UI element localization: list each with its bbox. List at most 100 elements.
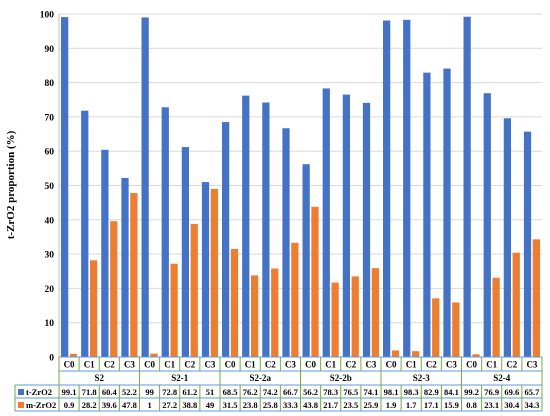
table-value: 76.2 <box>243 387 258 397</box>
category-tick-label: C1 <box>245 360 256 370</box>
table-value: 39.6 <box>102 400 117 410</box>
group-label: S2-2a <box>249 373 271 383</box>
category-tick-label: C2 <box>104 360 115 370</box>
table-value: 17.1 <box>424 400 439 410</box>
table-value: 74.1 <box>364 387 379 397</box>
category-tick-label: C0 <box>466 360 477 370</box>
table-value: 84.1 <box>444 387 459 397</box>
category-tick-label: C1 <box>486 360 497 370</box>
y-tick-label: 70 <box>45 113 55 123</box>
group-label: S2 <box>94 373 104 383</box>
bar-m-zro2 <box>150 353 158 357</box>
bar-m-zro2 <box>170 263 178 357</box>
table-value: 99 <box>145 387 154 397</box>
bar-m-zro2 <box>190 223 198 357</box>
category-tick-label: C3 <box>526 360 537 370</box>
table-value: 76.9 <box>484 387 499 397</box>
category-tick-label: C3 <box>124 360 135 370</box>
category-tick-label: C0 <box>305 360 316 370</box>
table-value: 1.7 <box>406 400 417 410</box>
category-tick-label: C3 <box>204 360 215 370</box>
table-value: 60.4 <box>102 387 118 397</box>
bar-t-zro2 <box>282 128 290 357</box>
bar-m-zro2 <box>110 221 118 357</box>
bar-m-zro2 <box>472 354 480 357</box>
y-tick-label: 50 <box>45 182 55 192</box>
legend-swatch-t-zro2 <box>18 389 24 395</box>
bar-m-zro2 <box>250 275 259 357</box>
bar-m-zro2 <box>89 260 98 357</box>
table-value: 76.5 <box>343 387 358 397</box>
bar-t-zro2 <box>503 118 512 357</box>
table-value: 25.9 <box>364 400 379 410</box>
data-table: C0 C1 C2 C3 S2 C0 C1 C2 C3 S2-1 C0 C1 C2 C3 S2-2a C0 C1 C… <box>14 356 543 412</box>
y-axis-label: t-ZrO2 proportion (%) <box>5 130 17 239</box>
table-value: 1 <box>147 400 151 410</box>
group-label: S2-1 <box>171 373 189 383</box>
table-value: 65.7 <box>525 387 541 397</box>
category-tick-label: C3 <box>285 360 296 370</box>
table-value: 99.1 <box>62 387 77 397</box>
bar-t-zro2 <box>443 68 451 358</box>
bar-m-zro2 <box>492 277 500 357</box>
bar-m-zro2 <box>230 248 239 357</box>
legend-label: t-ZrO2 <box>26 387 52 397</box>
table-value: 82.9 <box>424 387 439 397</box>
table-value: 0.9 <box>64 400 75 410</box>
category-tick-label: C2 <box>426 360 437 370</box>
category-tick-label: C2 <box>506 360 517 370</box>
y-tick-label: 100 <box>40 11 55 21</box>
table-value: 61.2 <box>182 387 197 397</box>
table-value: 98.1 <box>384 387 399 397</box>
bar-t-zro2 <box>141 17 149 358</box>
bar-t-zro2 <box>262 102 270 357</box>
bar-t-zro2 <box>342 94 351 357</box>
bar-m-zro2 <box>391 350 400 357</box>
table-value: 23.5 <box>343 400 358 410</box>
y-axis: 0 10 20 30 40 50 60 70 80 90 100 <box>40 11 60 364</box>
legend-label: m-ZrO2 <box>26 400 56 410</box>
table-value: 56.2 <box>303 387 318 397</box>
table-value: 15.9 <box>444 400 459 410</box>
table-value: 1.9 <box>386 400 397 410</box>
category-tick-label: C0 <box>64 360 75 370</box>
bar-m-zro2 <box>69 353 78 357</box>
table-value: 52.2 <box>122 387 137 397</box>
bar-t-zro2 <box>101 149 109 357</box>
table-value: 27.2 <box>162 400 177 410</box>
table-value: 69.6 <box>504 387 519 397</box>
legend-swatch-m-zro2 <box>18 402 24 408</box>
bar-t-zro2 <box>242 95 250 357</box>
table-value: 23.8 <box>243 400 258 410</box>
category-tick-label: C2 <box>265 360 276 370</box>
category-tick-label: C3 <box>446 360 457 370</box>
y-tick-label: 0 <box>49 354 54 364</box>
y-tick-label: 20 <box>45 285 55 295</box>
bar-m-zro2 <box>371 268 379 357</box>
category-tick-label: C1 <box>164 360 175 370</box>
y-tick-label: 40 <box>45 216 55 226</box>
y-tick-label: 80 <box>45 79 55 89</box>
bar-t-zro2 <box>523 131 532 357</box>
table-value: 74.2 <box>263 387 278 397</box>
category-tick-label: C2 <box>345 360 356 370</box>
bars <box>61 16 540 358</box>
category-tick-label: C0 <box>225 360 236 370</box>
table-value: 78.3 <box>323 387 338 397</box>
bar-m-zro2 <box>331 282 339 357</box>
bar-m-zro2 <box>351 276 359 357</box>
gridlines <box>59 13 542 358</box>
bar-t-zro2 <box>61 17 69 357</box>
bar-t-zro2 <box>222 122 230 357</box>
table-value: 66.7 <box>283 387 299 397</box>
y-tick-label: 60 <box>45 148 55 158</box>
category-tick-label: C3 <box>365 360 376 370</box>
bar-m-zro2 <box>130 193 138 357</box>
y-tick-label: 90 <box>45 45 55 55</box>
group-label: S2-3 <box>413 373 431 383</box>
group-label: S2-4 <box>493 373 511 383</box>
bar-t-zro2 <box>161 107 169 358</box>
category-tick-label: C1 <box>325 360 336 370</box>
bar-t-zro2 <box>181 147 190 357</box>
category-tick-label: C1 <box>84 360 95 370</box>
